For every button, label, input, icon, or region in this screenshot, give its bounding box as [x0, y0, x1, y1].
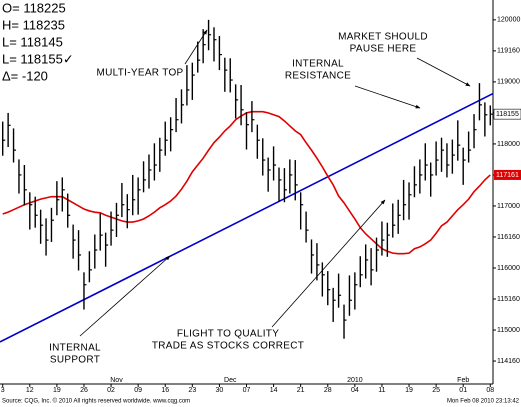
y-tick-label: 115160: [497, 296, 520, 303]
header-last: L= 118155✓: [2, 51, 74, 66]
x-tick-label: 11: [378, 387, 385, 394]
annotation: TRADE AS STOCKS CORRECT: [152, 341, 304, 352]
x-tick-label: 16: [161, 387, 169, 394]
y-tick-label: 117000: [497, 203, 520, 210]
header-open: O= 118225: [2, 0, 66, 15]
annotation: PAUSE HERE: [350, 44, 417, 55]
y-tick-label: 119160: [497, 48, 520, 55]
x-tick-label: 25: [432, 387, 440, 394]
x-tick-label: 12: [26, 387, 34, 394]
header-high: H= 118235: [2, 17, 65, 32]
y-tick-label: 115000: [497, 327, 520, 334]
y-tick-label: 114160: [497, 358, 520, 365]
month-label: Feb: [457, 377, 469, 384]
x-tick-label: 09: [134, 387, 142, 394]
x-tick-label: 08: [486, 387, 494, 394]
month-label: Dec: [224, 377, 237, 384]
annotation: FLIGHT TO QUALITY: [177, 329, 279, 340]
annotation: SUPPORT: [50, 355, 100, 366]
y-tick-label: 118000: [497, 141, 520, 148]
annotation: INTERNAL: [292, 59, 344, 70]
x-tick-label: 07: [243, 387, 251, 394]
x-tick-label: 19: [53, 387, 61, 394]
y-tick-label: 120000: [497, 17, 520, 24]
y-tick-label: 119000: [497, 79, 520, 86]
ma-tag-box: [494, 169, 521, 180]
x-tick-label: 30: [216, 387, 224, 394]
header-low: L= 118145: [2, 34, 63, 49]
arrow: [354, 85, 421, 109]
annotation: INTERNAL: [49, 343, 101, 354]
month-label: Nov: [110, 377, 123, 384]
plot-area: 1200001191601190001181601180001171601170…: [0, 0, 521, 394]
annotation: MULTI-YEAR TOP: [97, 68, 184, 79]
x-tick-label: 14: [270, 387, 278, 394]
arrow: [271, 199, 386, 328]
x-tick-label: 26: [80, 387, 88, 394]
ohlc-box: [0, 0, 70, 84]
ma-tag: 117161: [496, 172, 519, 179]
annotation: MARKET SHOULD: [338, 32, 428, 43]
close-tag-box: [493, 108, 521, 120]
arrow: [184, 29, 208, 65]
x-tick-label: 02: [107, 387, 115, 394]
x-tick-label: 19: [405, 387, 413, 394]
header-change: Δ= -120: [2, 68, 48, 83]
x-tick-label: 28: [324, 387, 332, 394]
x-tick-label: 23: [188, 387, 196, 394]
trendline: [0, 92, 494, 343]
y-tick-label: 116160: [497, 234, 520, 241]
x-tick-label: 3: [1, 387, 5, 394]
arrow: [79, 255, 171, 337]
x-tick-label: 21: [297, 387, 305, 394]
close-tag: 118155: [496, 111, 519, 118]
x-tick-label: 01: [459, 387, 467, 394]
footer-timestamp: Mon Feb 08 2010 23:13:42: [447, 399, 520, 405]
arrow: [416, 57, 471, 87]
annotation: RESISTANCE: [285, 71, 351, 82]
footer-source: Source: CQG, Inc. © 2010 All rights rese…: [2, 398, 190, 405]
x-tick-label: 04: [351, 387, 359, 394]
month-label: 2010: [347, 377, 363, 384]
y-tick-label: 116000: [497, 265, 520, 272]
